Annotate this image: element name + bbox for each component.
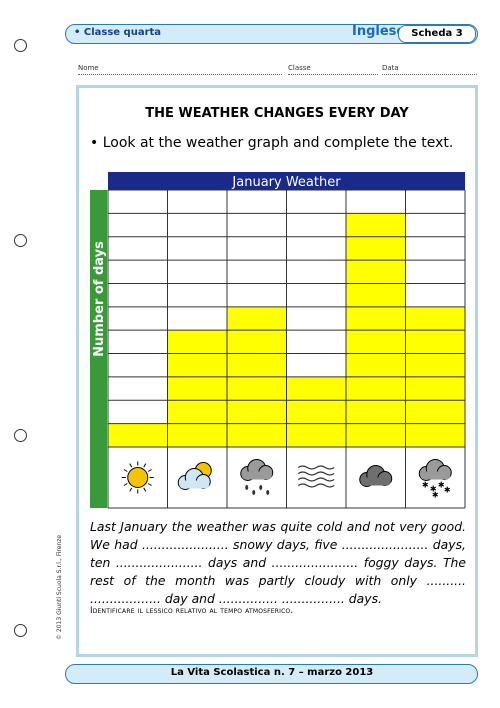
hole — [14, 624, 27, 637]
ray — [147, 483, 152, 486]
weather-icon — [121, 461, 154, 494]
y-label-bar — [90, 190, 107, 508]
snowflake: ✱ — [422, 481, 429, 490]
ray — [129, 487, 133, 492]
instruction: • Look at the weather graph and complete… — [90, 135, 454, 151]
snowflake: ✱ — [432, 491, 439, 500]
ray — [143, 463, 147, 468]
field: Nome — [78, 64, 282, 75]
hole — [14, 234, 27, 247]
hole — [14, 39, 27, 52]
exercise-text: Last January the weather was quite cold … — [90, 519, 466, 606]
main-box — [76, 85, 478, 657]
weather-icon — [240, 459, 274, 495]
field: Classe — [288, 64, 378, 75]
fog — [297, 465, 335, 470]
chart-title: January Weather — [231, 175, 341, 190]
sun — [127, 467, 149, 488]
sheet: Scheda 3 — [398, 25, 476, 43]
title-bar — [108, 172, 465, 190]
ray — [143, 487, 147, 492]
bar — [286, 376, 346, 447]
field: Data — [382, 64, 477, 75]
credit: © 2013 Giunti Scuola S.r.l., Firenze — [56, 534, 63, 640]
footer-bar — [65, 664, 478, 684]
cloud-part — [420, 471, 451, 480]
snowflake: ✱ — [444, 486, 451, 495]
cloud-part — [241, 471, 272, 480]
hole — [14, 429, 27, 442]
drop — [245, 485, 249, 490]
subject: Inglese — [352, 24, 406, 39]
cloud-part — [360, 477, 391, 486]
title: THE WEATHER CHANGES EVERY DAY — [145, 106, 409, 121]
ray — [129, 463, 133, 468]
ray — [123, 469, 128, 472]
fog — [297, 477, 335, 482]
fog — [297, 471, 335, 476]
weather-icon — [359, 465, 393, 487]
drop — [266, 490, 270, 495]
note: Identificare il lessico relativo al temp… — [90, 606, 294, 616]
class-label: • Classe quarta — [74, 27, 162, 38]
drop — [252, 490, 256, 495]
weather-icon — [177, 462, 212, 490]
ray — [147, 469, 152, 472]
bar — [167, 330, 227, 447]
weather-icon: ✱ ✱ ✱✱✱ — [418, 459, 452, 500]
header-bar — [65, 24, 478, 44]
drop — [259, 485, 263, 490]
weather-icon — [297, 465, 335, 488]
fog — [297, 483, 335, 488]
y-axis-label: Number of days — [92, 241, 107, 357]
cloud-part — [179, 480, 210, 489]
snowflake: ✱ — [438, 481, 445, 490]
bar — [108, 423, 168, 447]
ray — [123, 483, 128, 486]
snowflake: ✱ — [430, 485, 437, 494]
footer: La Vita Scolastica n. 7 – marzo 2013 — [170, 667, 374, 678]
